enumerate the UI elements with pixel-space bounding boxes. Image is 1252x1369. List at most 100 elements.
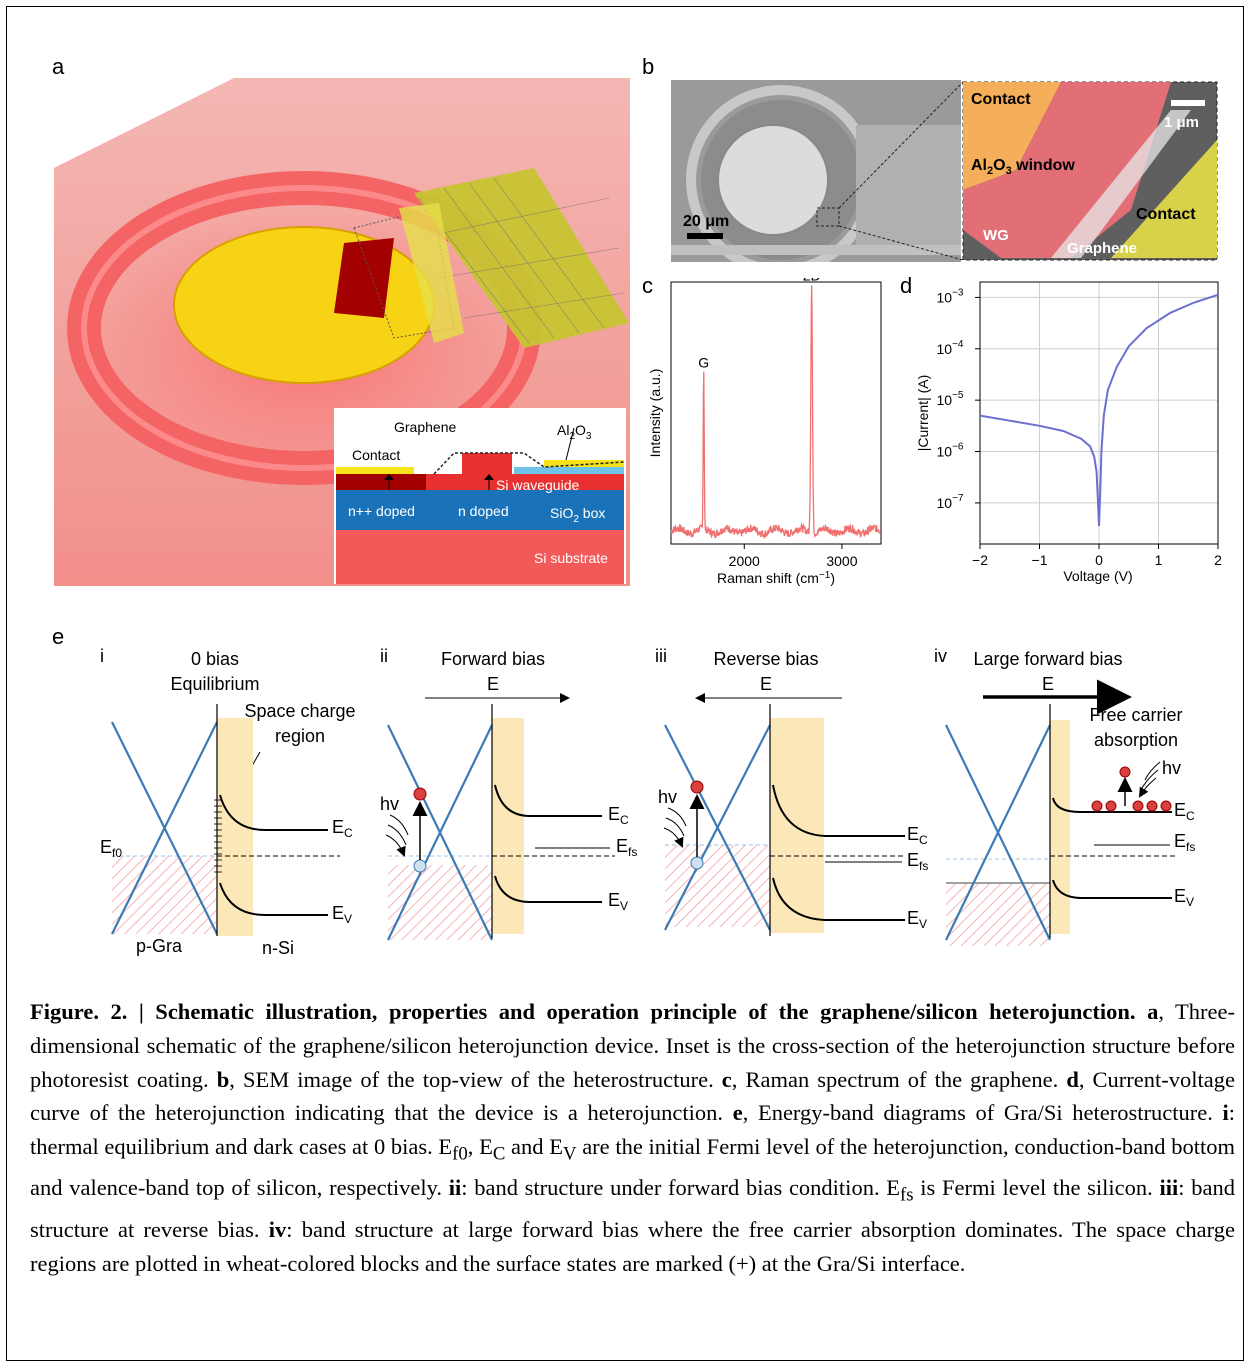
inset-si-substrate-label: Si substrate xyxy=(534,550,608,566)
raman-series-line xyxy=(670,285,881,540)
caption-text-ii: : band structure under forward bias cond… xyxy=(461,1175,901,1201)
panel-label-c: c xyxy=(642,273,653,298)
caption-label-iii: iii xyxy=(1159,1175,1179,1201)
caption-text-i3: and E xyxy=(505,1134,563,1160)
band-i-ev-label: EV xyxy=(332,903,352,926)
band-iii-efs-label: Efs xyxy=(907,850,928,873)
sem-contact-right: Contact xyxy=(1136,206,1196,223)
panel-d-iv-chart: −2 −1 0 1 2 10−7 10−6 10−5 10−4 10−3 |Current| (A… xyxy=(915,281,1222,584)
figure-caption: Figure. 2. | Schematic illustration, pro… xyxy=(30,995,1235,1280)
band-i-scr-label-2: region xyxy=(275,726,325,746)
inset-npp-label: n++ doped xyxy=(348,503,415,519)
panel-c-raman-chart: 2000 3000 G 2D Intensity (a.u.) Raman shi… xyxy=(647,278,882,586)
caption-sub-f0: f0 xyxy=(452,1143,468,1165)
doped-region xyxy=(334,238,394,318)
caption-label-b: b xyxy=(216,1066,230,1092)
iv-xtick-label: −1 xyxy=(1032,552,1048,568)
band-iii-ev-label: EV xyxy=(907,908,927,931)
sem-graphene-label: Graphene xyxy=(1067,240,1137,257)
caption-label-i: i xyxy=(1222,1100,1229,1126)
band-i-subtitle: Equilibrium xyxy=(170,674,259,694)
iv-ytick-label: 10−4 xyxy=(937,339,964,357)
inset-contact-label: Contact xyxy=(352,447,400,463)
band-ii-field-label: E xyxy=(487,674,499,694)
band-iv-hv-label: hv xyxy=(1162,758,1181,778)
iv-xtick-label: 2 xyxy=(1214,552,1222,568)
graphene-contact xyxy=(414,168,629,348)
iv-ylabel: |Current| (A) xyxy=(915,375,931,452)
iv-xtick-label: 1 xyxy=(1155,552,1163,568)
sem-contact-top: Contact xyxy=(971,91,1031,108)
band-iii-title: Reverse bias xyxy=(713,649,818,669)
panel-label-e: e xyxy=(52,624,65,649)
band-iii-hv-label: hv xyxy=(658,787,677,807)
caption-text-i2: , E xyxy=(467,1134,493,1160)
band-iv-fca-label-2: absorption xyxy=(1094,730,1178,750)
band-iv-ec-label: EC xyxy=(1174,800,1195,823)
caption-label-c: c xyxy=(721,1066,732,1092)
band-i-nsi-label: n-Si xyxy=(262,938,294,958)
panel-label-b: b xyxy=(642,54,655,79)
caption-sub-c: C xyxy=(492,1143,506,1165)
caption-sub-v: V xyxy=(562,1143,577,1165)
caption-text-iii: : band structure at reverse bias. xyxy=(30,1175,1235,1242)
caption-text-b: , SEM image of the top-view of the heter… xyxy=(229,1066,722,1092)
caption-text-ii2: is Fermi level the silicon. xyxy=(913,1175,1160,1201)
iv-ytick-label: 10−7 xyxy=(937,493,964,511)
band-iii-number: iii xyxy=(655,646,667,666)
caption-text-a: , Three-dimensional schematic of the gra… xyxy=(30,999,1235,1092)
sem-wg-label: WG xyxy=(983,227,1009,244)
panel-b-sem: 20 μm Contact 1 μm Al2O3 window Contact … xyxy=(671,80,1218,262)
caption-label-a: a xyxy=(1147,999,1159,1024)
band-iv-field-label: E xyxy=(1042,674,1054,694)
caption-label-ii: ii xyxy=(448,1175,462,1201)
caption-title: Figure. 2. | Schematic illustration, pro… xyxy=(30,999,1136,1024)
caption-text-d: , Current-voltage curve of the heterojun… xyxy=(30,1066,1235,1126)
caption-text-iv: : band structure at large forward bias w… xyxy=(30,1216,1235,1276)
iv-ytick-label: 10−5 xyxy=(937,390,964,408)
band-ii-number: ii xyxy=(380,646,388,666)
panel-label-d: d xyxy=(900,273,913,298)
band-iv-efs-label: Efs xyxy=(1174,831,1195,854)
band-ii-ec-label: EC xyxy=(608,804,629,827)
band-iv-ev-label: EV xyxy=(1174,886,1194,909)
caption-label-e: e xyxy=(732,1100,743,1126)
sem-scale-right: 1 μm xyxy=(1164,114,1199,131)
raman-ylabel: Intensity (a.u.) xyxy=(647,369,663,458)
band-ii-title: Forward bias xyxy=(441,649,545,669)
band-iv-fca-label-1: Free carrier xyxy=(1089,705,1182,725)
iv-ytick-label: 10−3 xyxy=(937,287,964,305)
iv-ytick-label: 10−6 xyxy=(937,442,964,460)
iv-series-line xyxy=(979,293,1219,527)
panel-e-band-diagrams: i 0 bias Equilibrium Space charge region… xyxy=(100,646,1195,958)
raman-xtick-label: 2000 xyxy=(729,553,760,569)
inset-graphene-label: Graphene xyxy=(394,419,456,435)
caption-text-e: , Energy-band diagrams of Gra/Si heteros… xyxy=(742,1100,1223,1126)
caption-text-c: , Raman spectrum of the graphene. xyxy=(731,1066,1067,1092)
panel-a-schematic: Graphene Al2O3 Contact Si waveguide n++ … xyxy=(54,78,630,586)
cross-section-inset: Graphene Al2O3 Contact Si waveguide n++ … xyxy=(334,408,626,584)
figure-frame xyxy=(6,6,1244,1361)
band-iv-title: Large forward bias xyxy=(973,649,1122,669)
raman-xtick-label: 3000 xyxy=(826,553,857,569)
inset-si-waveguide-label: Si waveguide xyxy=(496,477,579,493)
inset-n-doped-label: n doped xyxy=(458,503,509,519)
caption-label-d: d xyxy=(1066,1066,1079,1092)
band-i-title: 0 bias xyxy=(191,649,239,669)
band-diagram-iv: iv Large forward bias E Free carrier abs… xyxy=(934,646,1195,946)
band-ii-ev-label: EV xyxy=(608,890,628,913)
band-diagram-iii: iii Reverse bias E hv EC Efs EV xyxy=(655,646,928,936)
iv-xlabel: Voltage (V) xyxy=(1063,568,1132,584)
band-diagram-ii: ii Forward bias E hv EC Efs EV xyxy=(380,646,637,941)
inset-al2o3-label: Al2O3 xyxy=(557,422,592,442)
caption-text-i4: are the initial Fermi level of the heter… xyxy=(30,1134,1235,1201)
raman-peak-g-label: G xyxy=(698,355,709,371)
band-i-number: i xyxy=(100,646,104,666)
band-iii-field-label: E xyxy=(760,674,772,694)
caption-text-i: : thermal equilibrium and dark cases at … xyxy=(30,1100,1235,1160)
band-diagram-i: i 0 bias Equilibrium Space charge region… xyxy=(100,646,356,958)
band-iv-number: iv xyxy=(934,646,947,666)
band-i-pgra-label: p-Gra xyxy=(136,936,183,956)
caption-sub-fs: fs xyxy=(900,1184,914,1206)
